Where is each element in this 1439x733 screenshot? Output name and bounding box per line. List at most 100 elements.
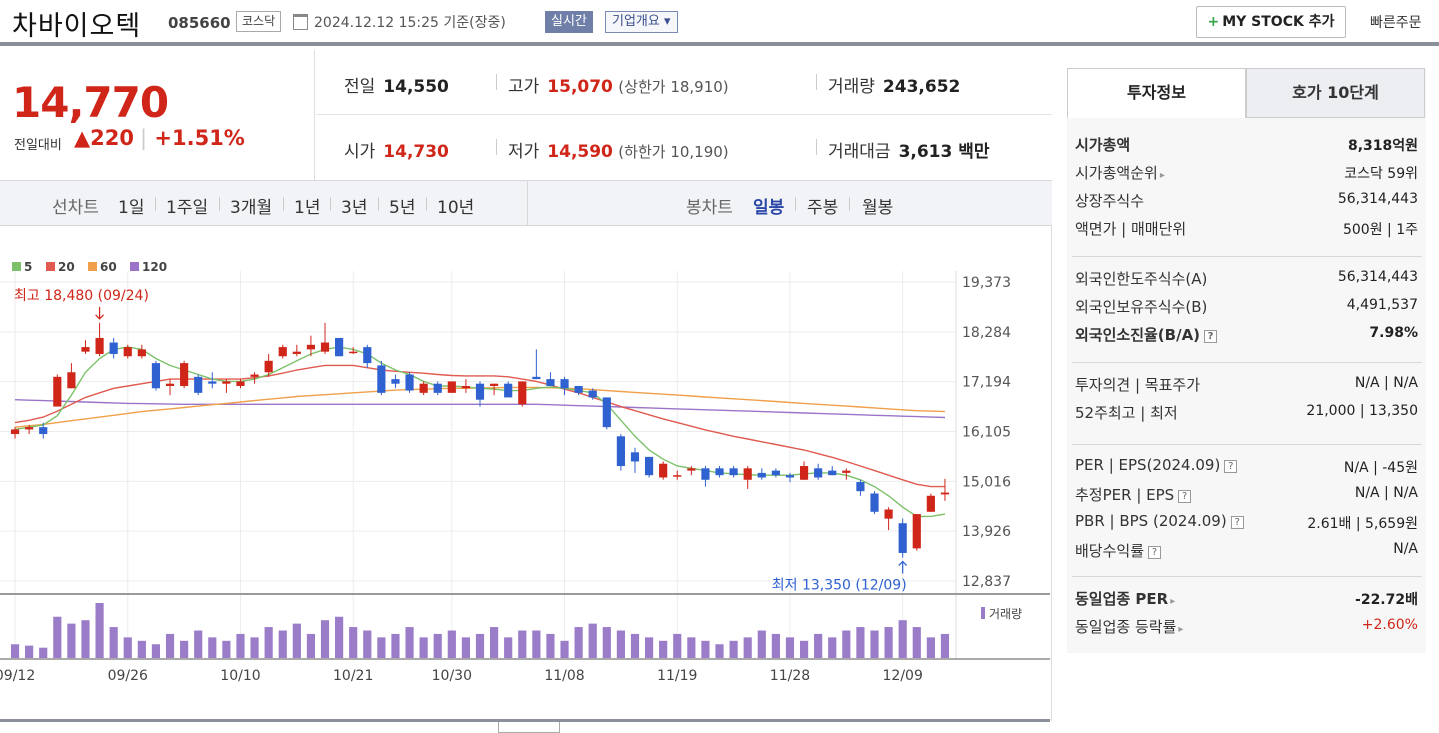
price-chart[interactable]: 19,373 18,284 17,194 16,105 15,016 13,926 12,8…: [0, 226, 1052, 721]
invest-row-label: PER | EPS(2024.09)?: [1075, 456, 1238, 474]
chevron-right-icon: ▸: [1170, 596, 1176, 607]
volume-bar: [433, 633, 442, 658]
candle: [165, 383, 175, 386]
candle: [814, 468, 823, 478]
y-tick-label: 15,016: [962, 474, 1011, 490]
x-tick-label: 11/28: [770, 668, 810, 684]
corp-overview-dropdown[interactable]: 기업개요 ▾: [605, 11, 678, 33]
period-1y[interactable]: 1년: [294, 198, 321, 218]
invest-row-label: 외국인소진율(B/A)?: [1075, 324, 1218, 345]
divider: [1072, 256, 1422, 257]
divider: [496, 74, 497, 90]
y-tick-label: 18,284: [962, 325, 1011, 341]
volume-bar: [320, 620, 330, 658]
period-3m[interactable]: 3개월: [230, 198, 273, 218]
invest-row-label: 상장주식수: [1075, 192, 1145, 210]
help-icon[interactable]: ?: [1224, 460, 1238, 473]
x-tick-label: 11/19: [657, 668, 697, 684]
volume-bar: [278, 630, 287, 658]
candle: [151, 363, 161, 389]
tab-orderbook[interactable]: 호가 10단계: [1246, 68, 1425, 118]
volume-bar: [814, 633, 823, 658]
my-stock-add-button[interactable]: + MY STOCK 추가: [1196, 6, 1346, 38]
volume-bar: [377, 637, 386, 658]
help-icon[interactable]: ?: [1204, 330, 1218, 343]
candle: [349, 351, 358, 354]
line-chart-label: 선차트: [52, 198, 99, 218]
candle: [180, 363, 189, 386]
compare-label: 전일대비: [14, 138, 62, 153]
candle-chart-label: 봉차트: [686, 198, 733, 218]
candle: [673, 475, 682, 477]
stat-low-value: 14,590: [547, 142, 613, 162]
period-5y[interactable]: 5년: [389, 198, 416, 218]
price-summary: 14,770 전일대비 ▲220 | +1.51%: [0, 50, 315, 180]
quick-order-link[interactable]: 빠른주문: [1370, 15, 1422, 31]
price-change-pct-value: +1.51%: [154, 126, 245, 150]
invest-row: 외국인한도주식수(A) 56,314,443: [1067, 264, 1426, 292]
candle: [447, 381, 456, 393]
stat-low-label: 저가: [508, 142, 540, 162]
help-icon[interactable]: ?: [1178, 490, 1192, 503]
candle: [856, 482, 865, 492]
realtime-button[interactable]: 실시간: [545, 11, 593, 33]
candle: [377, 365, 386, 393]
invest-row-value: N/A | N/A: [1354, 485, 1418, 501]
period-10y[interactable]: 10년: [437, 198, 475, 218]
volume-bar: [250, 637, 259, 658]
candle: [405, 374, 414, 391]
x-tick-label: 12/09: [883, 668, 923, 684]
y-tick-label: 16,105: [962, 425, 1011, 441]
chevron-right-icon: ▸: [1178, 624, 1184, 635]
help-icon[interactable]: ?: [1148, 546, 1162, 559]
candle: [53, 376, 62, 407]
period-1w[interactable]: 1주일: [166, 198, 209, 218]
invest-section-5: 동일업종 PER ▸ -22.72배 동일업종 등락률 ▸ +2.60%: [1067, 584, 1426, 640]
candle: [870, 493, 879, 512]
invest-row-label[interactable]: 동일업종 PER ▸: [1075, 590, 1176, 608]
invest-row-label[interactable]: 동일업종 등락률 ▸: [1075, 618, 1184, 636]
candle: [574, 385, 583, 393]
volume-bar: [504, 637, 513, 658]
candle: [912, 514, 921, 549]
chart-toolbar: 선차트 1일 1주일 3개월 1년 3년 5년 10년 봉차트 일봉 주봉 월봉: [0, 180, 1052, 226]
high-arrow-icon: [95, 306, 105, 320]
collapse-toggle[interactable]: [498, 722, 560, 733]
legend-label: 5: [24, 260, 32, 274]
ma20-line: [14, 364, 945, 488]
x-tick-label: 09/26: [108, 668, 148, 684]
help-icon[interactable]: ?: [1230, 516, 1244, 529]
candle: [123, 347, 132, 357]
invest-row-label: 액면가 | 매매단위: [1075, 220, 1187, 238]
company-name: 차바이오텍: [12, 11, 142, 42]
period-1d[interactable]: 1일: [118, 198, 145, 218]
candle: [306, 344, 316, 350]
divider: [283, 197, 284, 211]
period-3y[interactable]: 3년: [341, 198, 368, 218]
stat-high: 고가 15,070 (상한가 18,910): [508, 72, 729, 97]
divider: [816, 139, 817, 155]
candle: [335, 337, 344, 357]
stat-open: 시가 14,730: [344, 137, 449, 162]
price-change: ▲220: [74, 126, 134, 150]
volume-bar: [236, 633, 245, 658]
candle: [828, 470, 837, 476]
legend-swatch: [130, 262, 139, 271]
volume-bar: [39, 647, 48, 658]
invest-row-label: 외국인한도주식수(A): [1075, 270, 1208, 288]
invest-row: 투자의견 | 목표주가 N/A | N/A: [1067, 370, 1426, 398]
candle-weekly[interactable]: 주봉: [807, 198, 839, 218]
candle: [250, 374, 259, 377]
high-annotation: 최고 18,480 (09/24): [14, 288, 149, 304]
invest-row-label[interactable]: 시가총액순위 ▸: [1075, 164, 1165, 182]
candle-monthly[interactable]: 월봉: [862, 198, 894, 218]
volume-bar: [292, 623, 301, 658]
candle-daily[interactable]: 일봉: [753, 198, 785, 218]
y-tick-label: 12,837: [962, 574, 1011, 590]
stat-high-label: 고가: [508, 77, 540, 97]
candle: [490, 383, 499, 386]
candle: [95, 337, 104, 354]
candle: [898, 523, 907, 553]
tab-invest-info[interactable]: 투자정보: [1067, 68, 1246, 118]
candle: [208, 381, 217, 384]
